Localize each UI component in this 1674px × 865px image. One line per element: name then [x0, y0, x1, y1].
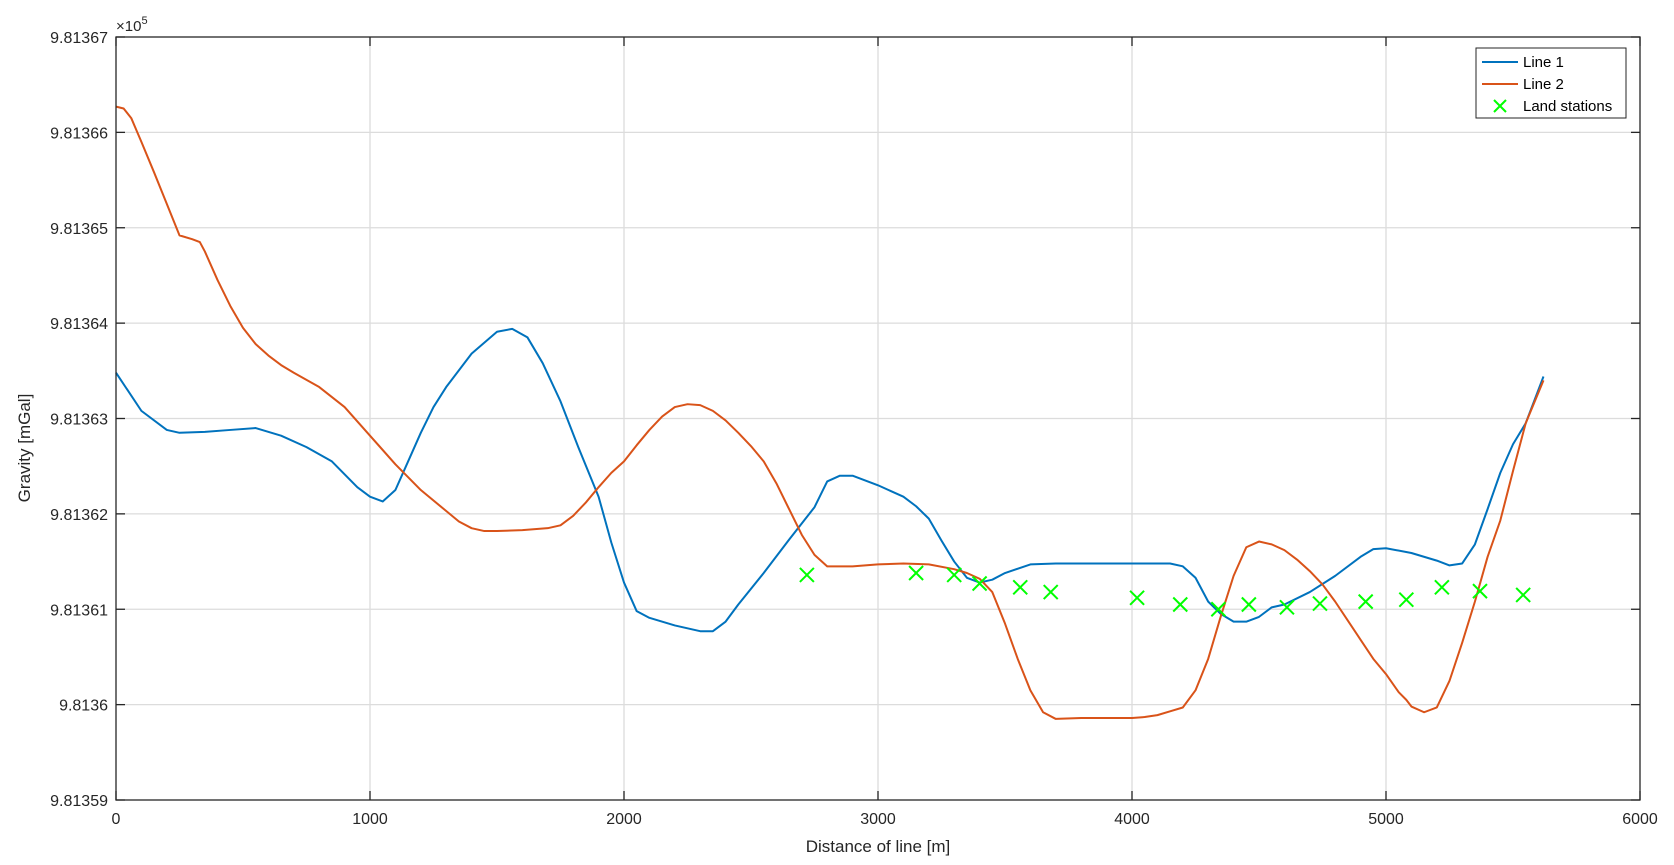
legend-label-line-2: Line 2 [1523, 76, 1564, 93]
land-station-marker [1398, 592, 1415, 608]
x-tick-label: 3000 [860, 811, 896, 828]
land-station-marker [1279, 599, 1295, 616]
y-axis-exponent-base: ×10 [116, 18, 141, 35]
land-station-marker [1241, 596, 1257, 613]
series-layer [115, 105, 1545, 720]
y-tick-label: 9.81364 [50, 316, 108, 333]
land-station-marker [908, 565, 924, 581]
y-tick-label: 9.81363 [50, 412, 108, 429]
y-tick-label: 9.81359 [50, 793, 108, 810]
y-tick-label: 9.81365 [50, 221, 108, 238]
tick-label-layer: 0 1000 2000 3000 4000 5000 6000 9.81359 9.8136 9.… [50, 30, 1658, 828]
land-station-marker [799, 567, 815, 583]
grid-layer [116, 37, 1640, 800]
x-tick-label: 2000 [606, 811, 642, 828]
land-station-marker [1012, 579, 1028, 596]
series-line-2 [115, 105, 1545, 720]
legend-swatch-land-stations [1493, 99, 1507, 113]
y-tick-label: 9.81362 [50, 507, 108, 524]
y-axis-label: Gravity [mGal] [15, 394, 34, 503]
legend: Line 1 Line 2 Land stations [1475, 47, 1627, 119]
land-station-marker [1043, 584, 1059, 600]
land-station-marker [1172, 596, 1188, 613]
land-station-marker [1210, 601, 1227, 617]
y-tick-label: 9.81366 [50, 125, 108, 142]
land-station-marker [1312, 595, 1328, 612]
y-tick-label: 9.81361 [50, 602, 108, 619]
land-station-marker [1357, 593, 1374, 610]
x-tick-label: 6000 [1622, 811, 1658, 828]
land-station-marker [946, 567, 962, 583]
legend-label-land-stations: Land stations [1523, 98, 1612, 115]
y-tick-label: 9.8136 [59, 698, 108, 715]
land-station-marker [971, 575, 988, 592]
y-axis-exponent: ×105 [116, 15, 148, 35]
land-station-marker [1434, 579, 1450, 596]
x-tick-label: 1000 [352, 811, 388, 828]
axes-layer [115, 36, 1641, 801]
x-tick-label: 4000 [1114, 811, 1150, 828]
y-axis-exponent-power: 5 [141, 15, 147, 27]
land-station-marker [1472, 583, 1488, 599]
x-axis-label: Distance of line [m] [806, 837, 951, 856]
y-tick-label: 9.81367 [50, 30, 108, 47]
land-station-marker [1515, 587, 1531, 603]
series-land-stations [799, 565, 1531, 617]
x-tick-label: 0 [112, 811, 121, 828]
x-tick-label: 5000 [1368, 811, 1404, 828]
legend-label-line-1: Line 1 [1523, 54, 1564, 71]
land-station-marker [1129, 590, 1145, 606]
